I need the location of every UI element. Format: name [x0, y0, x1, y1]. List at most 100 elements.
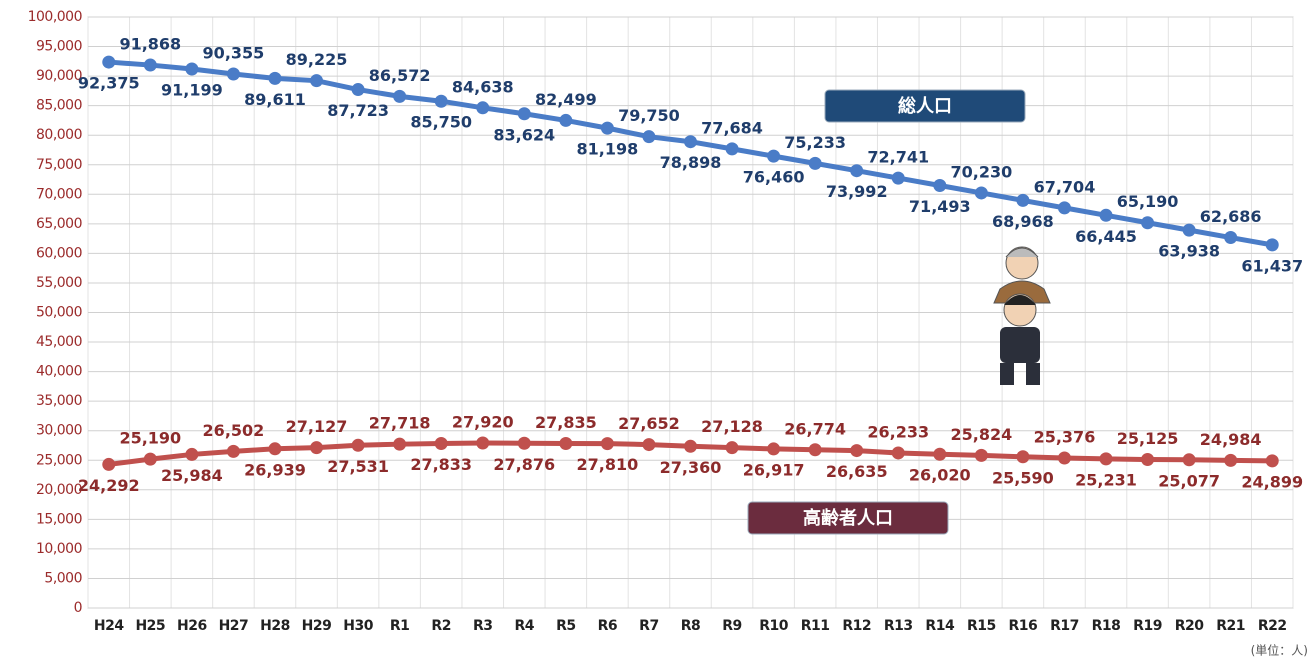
y-tick-label: 25,000	[36, 452, 82, 468]
y-tick-label: 95,000	[36, 39, 82, 55]
x-tick-label: R18	[1092, 618, 1121, 634]
data-label: 27,718	[369, 414, 431, 433]
data-point	[518, 107, 531, 120]
data-label: 27,652	[618, 414, 680, 433]
data-point	[518, 437, 531, 450]
data-point	[1183, 224, 1196, 237]
data-point	[1141, 453, 1154, 466]
data-label: 78,898	[660, 153, 722, 172]
data-point	[435, 437, 448, 450]
y-tick-label: 50,000	[36, 305, 82, 321]
data-label: 68,968	[992, 212, 1054, 231]
y-tick-label: 45,000	[36, 334, 82, 350]
y-tick-label: 80,000	[36, 127, 82, 143]
data-label: 85,750	[410, 113, 472, 132]
data-label: 70,230	[950, 162, 1012, 181]
data-point	[268, 442, 281, 455]
y-tick-label: 20,000	[36, 482, 82, 498]
y-tick-label: 90,000	[36, 68, 82, 84]
x-tick-label: R17	[1050, 618, 1079, 634]
data-label: 26,233	[867, 422, 929, 441]
y-tick-label: 15,000	[36, 511, 82, 527]
data-label: 24,292	[78, 476, 140, 495]
data-label: 82,499	[535, 90, 597, 109]
data-label: 24,899	[1241, 472, 1303, 491]
data-label: 91,868	[119, 35, 181, 54]
data-point	[892, 446, 905, 459]
x-tick-label: R4	[515, 618, 535, 634]
data-point	[310, 74, 323, 87]
legend-label: 高齢者人口	[803, 507, 893, 529]
y-tick-label: 85,000	[36, 98, 82, 114]
data-label: 26,020	[909, 466, 971, 485]
x-tick-label: R14	[925, 618, 955, 634]
data-point	[850, 164, 863, 177]
x-tick-label: R9	[722, 618, 742, 634]
x-tick-label: H30	[343, 618, 373, 634]
data-point	[102, 458, 115, 471]
data-label: 27,127	[286, 417, 348, 436]
x-tick-label: H26	[177, 618, 207, 634]
data-label: 26,939	[244, 460, 306, 479]
data-point	[476, 101, 489, 114]
x-tick-label: H29	[302, 618, 332, 634]
data-point	[310, 441, 323, 454]
data-point	[809, 443, 822, 456]
x-tick-label: H25	[135, 618, 165, 634]
data-point	[185, 448, 198, 461]
x-tick-label: R12	[842, 618, 871, 634]
x-tick-label: R16	[1009, 618, 1038, 634]
data-point	[144, 59, 157, 72]
y-tick-label: 5,000	[44, 570, 82, 586]
data-point	[476, 436, 489, 449]
data-label: 27,835	[535, 413, 597, 432]
data-label: 25,231	[1075, 470, 1137, 489]
data-point	[185, 63, 198, 76]
data-label: 76,460	[743, 168, 805, 187]
data-point	[933, 448, 946, 461]
data-label: 27,833	[410, 455, 472, 474]
data-point	[1224, 454, 1237, 467]
y-tick-label: 70,000	[36, 186, 82, 202]
y-tick-label: 60,000	[36, 245, 82, 261]
data-label: 75,233	[784, 133, 846, 152]
data-point	[975, 449, 988, 462]
data-label: 63,938	[1158, 242, 1220, 261]
data-point	[1100, 452, 1113, 465]
data-label: 61,437	[1241, 256, 1303, 275]
data-label: 25,824	[950, 425, 1012, 444]
data-label: 27,876	[493, 455, 555, 474]
data-label: 92,375	[78, 74, 140, 93]
data-label: 27,360	[660, 458, 722, 477]
data-label: 25,125	[1117, 429, 1179, 448]
data-point	[352, 83, 365, 96]
x-tick-label: R11	[801, 618, 830, 634]
data-point	[227, 68, 240, 81]
data-point	[227, 445, 240, 458]
x-tick-label: H24	[94, 618, 124, 634]
data-point	[1183, 453, 1196, 466]
data-label: 72,741	[867, 148, 929, 167]
y-tick-label: 100,000	[28, 9, 82, 25]
x-tick-label: R20	[1175, 618, 1205, 634]
data-label: 27,810	[577, 455, 639, 474]
y-tick-label: 35,000	[36, 393, 82, 409]
data-label: 25,984	[161, 466, 223, 485]
data-label: 66,445	[1075, 227, 1137, 246]
data-label: 26,502	[203, 421, 265, 440]
data-point	[684, 440, 697, 453]
data-label: 67,704	[1034, 177, 1096, 196]
data-label: 27,531	[327, 457, 389, 476]
data-point	[352, 439, 365, 452]
data-point	[684, 135, 697, 148]
data-point	[809, 157, 822, 170]
data-point	[559, 114, 572, 127]
unit-note: (単位：人)	[1251, 643, 1308, 658]
data-point	[1058, 201, 1071, 214]
y-tick-label: 65,000	[36, 216, 82, 232]
y-tick-label: 30,000	[36, 423, 82, 439]
data-point	[767, 442, 780, 455]
x-tick-label: R6	[598, 618, 618, 634]
data-label: 25,190	[119, 429, 181, 448]
data-label: 62,686	[1200, 207, 1262, 226]
